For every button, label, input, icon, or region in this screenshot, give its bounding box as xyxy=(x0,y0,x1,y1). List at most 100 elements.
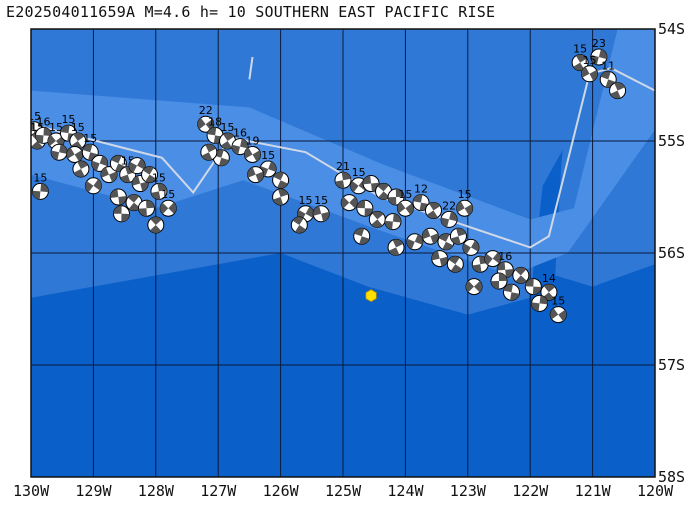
beachball-quadrant xyxy=(151,191,161,200)
focal-mechanism: 15 xyxy=(150,171,168,200)
beachball-quadrant xyxy=(219,157,229,166)
beachball-quadrant xyxy=(430,233,439,244)
beachball-quadrant xyxy=(99,155,108,167)
beachball-quadrant xyxy=(441,217,450,228)
beachball-quadrant xyxy=(377,183,389,192)
focal-mechanism: 15 xyxy=(456,188,474,217)
beachball-quadrant xyxy=(462,243,471,255)
beachball-quadrant xyxy=(470,240,479,252)
focal-mechanism xyxy=(490,272,508,290)
lon-tick-label: 120W xyxy=(637,482,674,500)
beachball-quadrant xyxy=(313,206,322,216)
beachball-quadrant xyxy=(598,49,607,60)
beachball-quadrant xyxy=(40,183,49,193)
focal-mechanism: 22 xyxy=(197,104,215,133)
lon-tick-label: 125W xyxy=(325,482,362,500)
beachball-quadrant xyxy=(450,264,462,273)
beachball-quadrant xyxy=(138,208,147,217)
beachball-quadrant xyxy=(558,309,567,322)
focal-mechanism xyxy=(368,210,386,228)
focal-mechanism xyxy=(387,238,405,256)
focal-mechanism xyxy=(290,216,308,234)
beachball-quadrant xyxy=(149,225,162,233)
mechanism-depth-label: 15 xyxy=(161,188,175,201)
beachball-quadrant xyxy=(252,150,261,162)
beachball-quadrant xyxy=(450,236,461,245)
beachball-quadrant xyxy=(127,194,140,203)
beachball-quadrant xyxy=(543,284,555,293)
focal-mechanism: 15 xyxy=(31,171,49,200)
focal-mechanism xyxy=(66,145,84,163)
beachball-quadrant xyxy=(142,166,154,175)
beachball-quadrant xyxy=(406,238,415,250)
beachball-quadrant xyxy=(273,197,284,206)
beachball-quadrant xyxy=(341,196,350,209)
beachball-quadrant xyxy=(456,228,467,237)
focal-mechanism xyxy=(84,177,102,195)
beachball-quadrant xyxy=(51,150,60,160)
beachball-quadrant xyxy=(220,141,232,149)
focal-mechanism xyxy=(387,188,405,206)
focal-mechanism xyxy=(431,250,449,268)
beachball-quadrant xyxy=(268,161,277,172)
beachball-quadrant xyxy=(581,66,590,78)
beachball-quadrant xyxy=(43,127,52,136)
beachball-quadrant xyxy=(295,225,306,233)
focal-mechanism: 15 xyxy=(580,54,598,83)
lat-tick-label: 54S xyxy=(658,20,686,38)
mechanism-depth-label: 16 xyxy=(498,250,512,263)
mechanism-depth-label: 21 xyxy=(336,160,350,173)
mechanism-depth-label: 15 xyxy=(27,110,41,123)
focal-mechanism: 16 xyxy=(231,127,249,156)
focal-mechanism xyxy=(340,194,358,212)
lon-tick-label: 129W xyxy=(75,482,112,500)
beachball-quadrant xyxy=(429,202,441,211)
beachball-quadrant xyxy=(292,216,304,225)
beachball-quadrant xyxy=(73,132,85,141)
beachball-quadrant xyxy=(392,213,401,223)
mechanism-depth-label: 15 xyxy=(221,121,235,134)
beachball-quadrant xyxy=(118,196,127,205)
beachball-quadrant xyxy=(363,175,372,185)
beachball-quadrant xyxy=(515,275,527,284)
beachball-quadrant xyxy=(205,144,216,153)
mechanism-depth-label: 15 xyxy=(33,171,47,184)
focal-mechanism xyxy=(100,166,118,184)
focal-mechanism xyxy=(512,266,530,284)
beachball-quadrant xyxy=(157,183,167,192)
beachball-quadrant xyxy=(201,152,213,161)
focal-mechanism xyxy=(384,213,402,231)
beachball-quadrant xyxy=(349,196,358,209)
focal-mechanism xyxy=(462,238,480,256)
beachball-quadrant xyxy=(474,281,483,293)
lat-tick-label: 57S xyxy=(658,356,686,374)
beachball-quadrant xyxy=(372,211,384,220)
beachball-quadrant xyxy=(492,252,501,264)
beachball-quadrant xyxy=(120,174,131,183)
event-marker-icon xyxy=(365,289,377,303)
lat-tick-label: 58S xyxy=(658,468,686,486)
lon-tick-label: 123W xyxy=(449,482,486,500)
beachball-quadrant xyxy=(85,181,94,193)
beachball-quadrant xyxy=(244,147,253,159)
lon-tick-label: 124W xyxy=(387,482,424,500)
beachball-quadrant xyxy=(395,188,404,197)
beachball-quadrant xyxy=(550,308,559,320)
mechanism-depth-label: 12 xyxy=(414,183,428,196)
beachball-quadrant xyxy=(442,241,454,250)
focal-mechanism: 15 xyxy=(219,121,237,150)
beachball-quadrant xyxy=(35,134,44,144)
beachball-quadrant xyxy=(371,219,383,228)
beachball-quadrant xyxy=(60,125,70,134)
beachball-quadrant xyxy=(278,188,289,197)
focal-mechanism xyxy=(449,227,467,245)
mechanism-depth-label: 23 xyxy=(592,37,606,50)
beachball-quadrant xyxy=(531,302,540,312)
beachball-quadrant xyxy=(350,181,359,193)
focal-mechanism xyxy=(112,205,130,223)
mechanism-depth-label: 16 xyxy=(36,115,50,128)
focal-mechanism xyxy=(406,233,424,251)
mechanism-depth-label: 15 xyxy=(352,166,366,179)
beachball-quadrant xyxy=(438,233,450,242)
